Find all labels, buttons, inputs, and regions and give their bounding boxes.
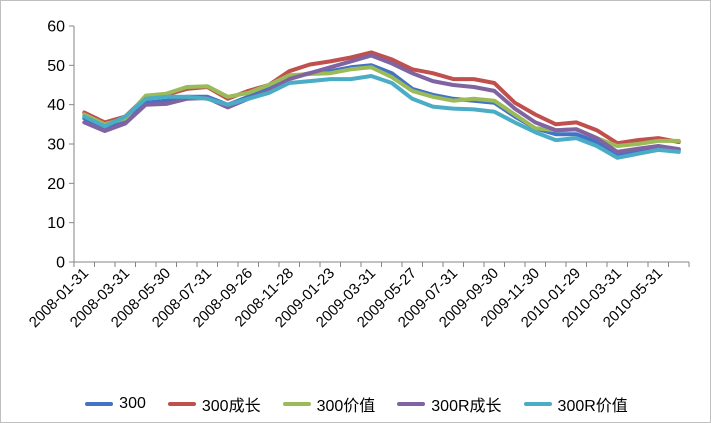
legend-swatch (282, 402, 311, 406)
legend-item: 300 (85, 395, 146, 413)
y-tick-label: 0 (56, 255, 65, 272)
legend-swatch (167, 402, 196, 406)
legend-label: 300价值 (316, 398, 376, 415)
y-tick-label: 40 (47, 97, 65, 114)
legend-label: 300 (119, 395, 146, 412)
legend-label: 300R价值 (557, 398, 628, 415)
legend-swatch (85, 402, 114, 406)
legend-label: 300成长 (201, 398, 261, 415)
legend-swatch (397, 402, 426, 406)
series-line-300R价值 (82, 74, 681, 160)
legend-item: 300R价值 (523, 392, 628, 416)
chart-legend: 300 300成长 300价值 300R成长 300R价值 (1, 391, 711, 417)
y-tick-label: 10 (47, 215, 65, 232)
legend-swatch (523, 402, 552, 406)
line-chart: 01020304050602008-01-312008-03-312008-05… (26, 19, 690, 331)
legend-item: 300成长 (167, 392, 261, 416)
series-line-300R成长 (82, 53, 681, 154)
y-tick-label: 50 (47, 58, 65, 75)
y-tick-label: 30 (47, 137, 65, 154)
y-tick-label: 60 (47, 19, 65, 36)
legend-label: 300R成长 (431, 398, 502, 415)
y-tick-label: 20 (47, 176, 65, 193)
legend-item: 300价值 (282, 392, 376, 416)
legend-item: 300R成长 (397, 392, 502, 416)
